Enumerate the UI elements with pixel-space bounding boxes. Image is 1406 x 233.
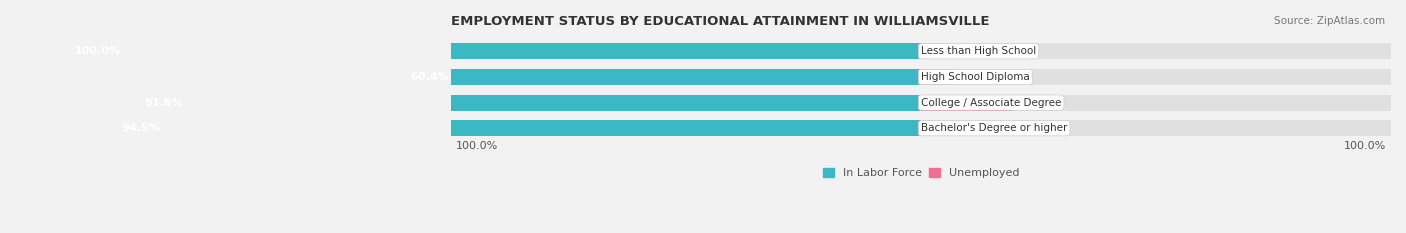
Bar [451,95,1391,111]
Bar [451,43,1391,59]
Bar [0,43,921,59]
Text: 0.0%: 0.0% [959,123,987,133]
Text: 3.4%: 3.4% [967,72,995,82]
Text: Less than High School: Less than High School [921,46,1036,56]
Bar [921,120,945,136]
Text: 0.0%: 0.0% [959,46,987,56]
Text: 9.7%: 9.7% [1026,98,1054,108]
Text: 94.5%: 94.5% [121,123,160,133]
Text: Bachelor's Degree or higher: Bachelor's Degree or higher [921,123,1067,133]
Bar [451,69,1391,85]
Text: 91.8%: 91.8% [145,98,183,108]
Text: Source: ZipAtlas.com: Source: ZipAtlas.com [1274,16,1385,26]
Bar [58,95,921,111]
Text: EMPLOYMENT STATUS BY EDUCATIONAL ATTAINMENT IN WILLIAMSVILLE: EMPLOYMENT STATUS BY EDUCATIONAL ATTAINM… [451,15,990,28]
Bar [921,69,953,85]
Text: College / Associate Degree: College / Associate Degree [921,98,1062,108]
Text: 100.0%: 100.0% [1344,141,1386,151]
Bar [451,120,1391,136]
Text: 60.4%: 60.4% [411,72,449,82]
Text: High School Diploma: High School Diploma [921,72,1029,82]
Text: 100.0%: 100.0% [75,46,121,56]
Text: 100.0%: 100.0% [456,141,498,151]
Bar [921,43,945,59]
Legend: In Labor Force, Unemployed: In Labor Force, Unemployed [823,168,1019,178]
Bar [353,69,921,85]
Bar [32,120,921,136]
Bar [921,95,1012,111]
